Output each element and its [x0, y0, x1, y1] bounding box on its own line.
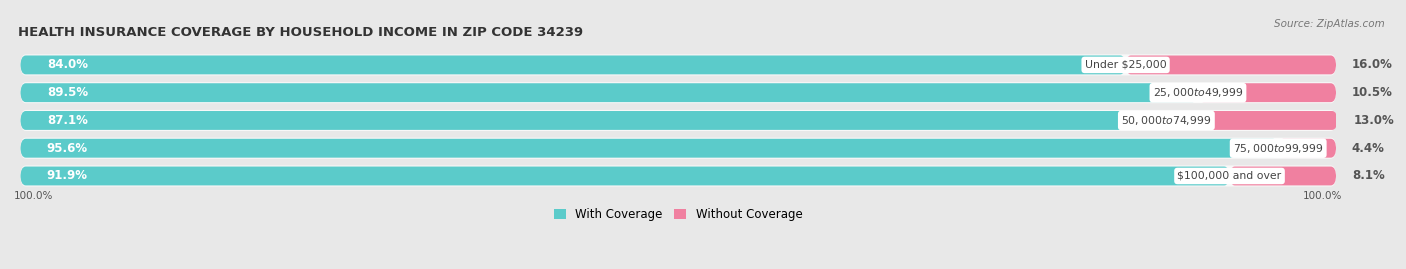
- FancyBboxPatch shape: [21, 111, 1167, 130]
- FancyBboxPatch shape: [1278, 139, 1336, 158]
- FancyBboxPatch shape: [21, 110, 1336, 131]
- Legend: With Coverage, Without Coverage: With Coverage, Without Coverage: [550, 203, 807, 226]
- FancyBboxPatch shape: [1229, 167, 1336, 185]
- Text: Source: ZipAtlas.com: Source: ZipAtlas.com: [1274, 19, 1385, 29]
- Text: 4.4%: 4.4%: [1353, 142, 1385, 155]
- FancyBboxPatch shape: [1198, 83, 1336, 102]
- FancyBboxPatch shape: [21, 82, 1336, 103]
- FancyBboxPatch shape: [21, 167, 1229, 185]
- Text: 8.1%: 8.1%: [1353, 169, 1385, 182]
- Text: 95.6%: 95.6%: [46, 142, 89, 155]
- Text: 91.9%: 91.9%: [46, 169, 87, 182]
- FancyBboxPatch shape: [21, 139, 1278, 158]
- FancyBboxPatch shape: [21, 54, 1336, 76]
- FancyBboxPatch shape: [1126, 55, 1336, 74]
- FancyBboxPatch shape: [21, 165, 1336, 186]
- Text: 87.1%: 87.1%: [46, 114, 87, 127]
- Text: 84.0%: 84.0%: [46, 58, 87, 71]
- Text: 100.0%: 100.0%: [14, 191, 53, 201]
- Text: Under $25,000: Under $25,000: [1084, 60, 1167, 70]
- Text: 16.0%: 16.0%: [1353, 58, 1393, 71]
- Text: 100.0%: 100.0%: [1303, 191, 1343, 201]
- Text: 13.0%: 13.0%: [1353, 114, 1393, 127]
- FancyBboxPatch shape: [21, 83, 1198, 102]
- FancyBboxPatch shape: [21, 138, 1336, 159]
- Text: 10.5%: 10.5%: [1353, 86, 1393, 99]
- Text: $100,000 and over: $100,000 and over: [1177, 171, 1282, 181]
- Text: HEALTH INSURANCE COVERAGE BY HOUSEHOLD INCOME IN ZIP CODE 34239: HEALTH INSURANCE COVERAGE BY HOUSEHOLD I…: [18, 26, 583, 39]
- Text: $75,000 to $99,999: $75,000 to $99,999: [1233, 142, 1323, 155]
- Text: $25,000 to $49,999: $25,000 to $49,999: [1153, 86, 1243, 99]
- Text: 89.5%: 89.5%: [46, 86, 89, 99]
- FancyBboxPatch shape: [1167, 111, 1337, 130]
- FancyBboxPatch shape: [21, 55, 1126, 74]
- Text: $50,000 to $74,999: $50,000 to $74,999: [1121, 114, 1212, 127]
